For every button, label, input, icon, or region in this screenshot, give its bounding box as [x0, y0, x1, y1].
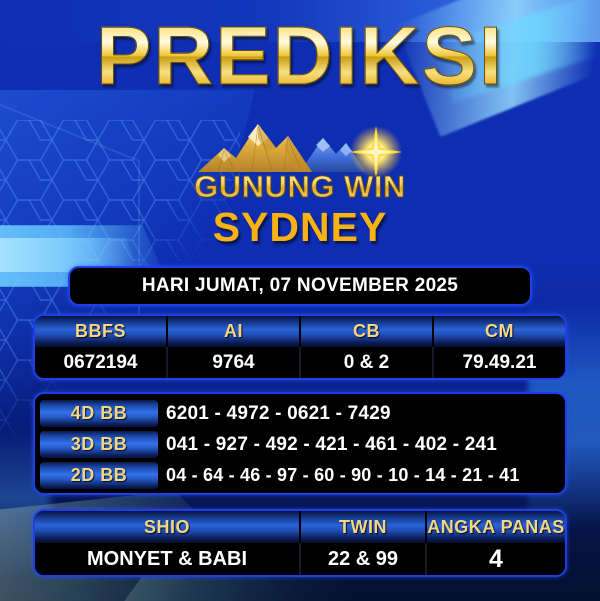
stats-value-cm: 79.49.21	[462, 351, 537, 373]
summary-col-twin: TWIN	[301, 511, 427, 543]
summary-col-angka-panas: ANGKA PANAS	[427, 511, 565, 543]
summary-value-twin: 22 & 99	[301, 543, 427, 575]
bb-list: 4D BB 6201 - 4972 - 0621 - 7429 3D BB 04…	[33, 392, 567, 495]
summary-table-header-row: SHIO TWIN ANGKA PANAS	[35, 511, 565, 543]
bb-value-3d: 041 - 927 - 492 - 421 - 461 - 402 - 241	[166, 433, 498, 455]
bb-label-4d: 4D BB	[40, 400, 158, 427]
stats-value-ai: 9764	[168, 347, 301, 378]
summary-table-value-row: MONYET & BABI 22 & 99 4	[35, 543, 565, 575]
bb-row-4d: 4D BB 6201 - 4972 - 0621 - 7429	[35, 398, 565, 429]
city-title: SYDNEY	[212, 204, 388, 250]
stats-col-cb: CB	[301, 316, 434, 347]
date-panel: HARI JUMAT, 07 NOVEMBER 2025	[68, 266, 532, 306]
bb-value-2d: 04 - 64 - 46 - 97 - 60 - 90 - 10 - 14 - …	[166, 465, 520, 485]
stats-col-cm: CM	[434, 316, 565, 347]
summary-table: SHIO TWIN ANGKA PANAS MONYET & BABI 22 &…	[33, 509, 567, 577]
summary-value-shio: MONYET & BABI	[35, 543, 301, 575]
summary-value-angka-panas: 4	[489, 544, 503, 573]
bb-label-3d: 3D BB	[40, 431, 158, 458]
stats-col-ai: AI	[168, 316, 301, 347]
summary-col-shio: SHIO	[35, 511, 301, 543]
stats-value-bbfs: 0672194	[35, 347, 168, 378]
page-title: PREDIKSI	[0, 14, 600, 98]
mountain-star-icon: GUNUNG WIN	[194, 124, 406, 204]
logo-wordmark: GUNUNG WIN	[194, 169, 406, 204]
stats-table: BBFS AI CB CM 0672194 9764 0 & 2 79.49.2…	[33, 314, 567, 380]
stats-col-bbfs: BBFS	[35, 316, 168, 347]
bb-value-4d: 6201 - 4972 - 0621 - 7429	[166, 402, 391, 424]
stats-table-value-row: 0672194 9764 0 & 2 79.49.21	[35, 347, 565, 378]
stats-value-cb: 0 & 2	[301, 347, 434, 378]
bb-label-2d: 2D BB	[40, 462, 158, 489]
date-text: HARI JUMAT, 07 NOVEMBER 2025	[141, 275, 459, 296]
brand-logo: GUNUNG WIN	[0, 112, 600, 204]
bb-row-3d: 3D BB 041 - 927 - 492 - 421 - 461 - 402 …	[35, 429, 565, 460]
stats-table-header-row: BBFS AI CB CM	[35, 316, 565, 347]
bb-row-2d: 2D BB 04 - 64 - 46 - 97 - 60 - 90 - 10 -…	[35, 460, 565, 491]
